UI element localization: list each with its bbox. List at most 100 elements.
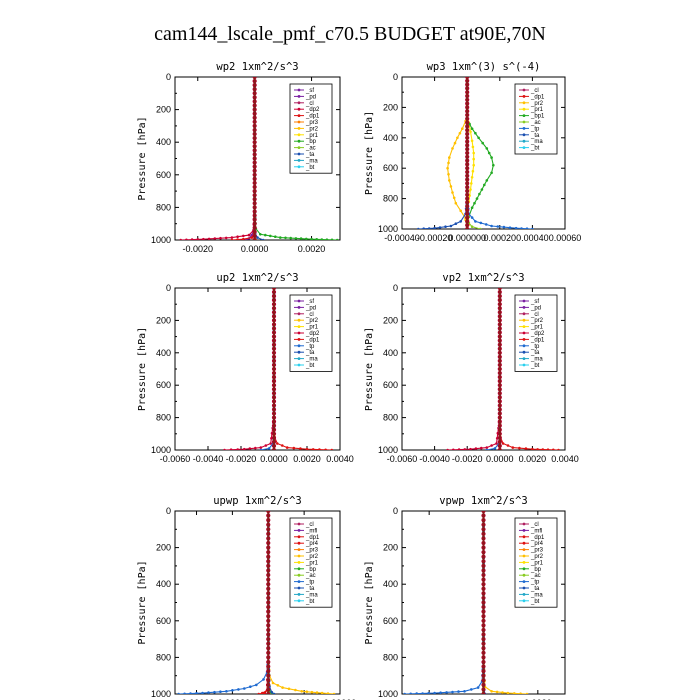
series-point-bp (294, 237, 298, 240)
series-point-dp2 (474, 447, 478, 450)
legend-label: _mfl (530, 528, 542, 534)
x-tick-label: 0.0000 (470, 698, 498, 700)
legend-label: _pd (305, 305, 316, 311)
series-point-dp2 (236, 448, 239, 450)
legend-marker-sf (297, 88, 301, 92)
series-point-pr1 (470, 182, 473, 185)
series-point-tp (237, 688, 240, 691)
series-point-dp2 (457, 448, 461, 450)
series-point-dp2 (259, 446, 263, 449)
series-point-bp1 (478, 192, 481, 196)
series-point-dp2 (190, 238, 194, 240)
x-tick-label: -0.00060 (179, 698, 215, 700)
series-point-tp (470, 216, 474, 219)
legend-marker-cl (297, 312, 301, 316)
legend-label: _cl (305, 522, 314, 528)
legend-label: _ta (530, 133, 540, 139)
y-tick-label: 800 (156, 202, 171, 212)
legend-marker-pr3 (297, 120, 301, 124)
legend-label: _pr1 (530, 107, 544, 113)
series-point-tp (409, 692, 412, 694)
series-point-bp (315, 238, 318, 240)
series-point-pr2 (294, 688, 297, 692)
series-point-dp1 (305, 447, 309, 450)
series-point-tp (514, 226, 518, 229)
legend-marker-bt (297, 599, 301, 603)
legend-marker-bp (297, 567, 301, 571)
series-point-pr2 (451, 191, 454, 194)
legend-marker-pr4 (522, 541, 526, 545)
legend-marker-pr2 (297, 554, 301, 558)
legend-label: _pd (305, 94, 316, 100)
series-point-tp (259, 448, 263, 450)
y-tick-label: 0 (393, 72, 398, 82)
series-point-tp (225, 690, 228, 693)
y-tick-label: 800 (383, 194, 398, 204)
series-point-tp (470, 688, 473, 691)
series-point-dp1 (236, 238, 239, 240)
y-tick-label: 800 (383, 652, 398, 662)
legend-label: _ma (305, 158, 318, 164)
y-tick-label: 600 (383, 380, 398, 390)
y-tick-label: 600 (156, 616, 171, 626)
y-axis-label: Pressure [hPa] (364, 327, 375, 411)
series-point-bp1 (492, 163, 495, 167)
legend-label: _dp2 (305, 107, 320, 113)
series-point-ta (272, 692, 276, 694)
legend-label: _ac (530, 573, 541, 579)
series-point-tp (201, 691, 204, 694)
series-point-pr2 (310, 690, 314, 694)
y-tick-label: 200 (156, 315, 171, 325)
legend-label: _tp (305, 580, 315, 586)
series-point-dp1 (330, 448, 334, 450)
series-point-dp1 (518, 446, 521, 450)
legend-marker-cl (297, 522, 301, 526)
legend-label: _dp1 (305, 337, 320, 343)
series-point-bp (310, 237, 313, 240)
x-tick-label: 0.0000 (241, 244, 269, 254)
series-point-pr1 (472, 163, 476, 167)
series-point-tp (427, 692, 430, 694)
legend-label: _ta (305, 350, 315, 356)
series-line-dp1 (231, 77, 256, 240)
series-point-pr1 (469, 188, 472, 191)
series-point-pr2 (271, 681, 275, 685)
series-point-dp2 (224, 236, 228, 240)
series-point-dp1 (299, 447, 302, 450)
legend-label: _ma (530, 592, 543, 598)
series-point-dp2 (229, 448, 233, 450)
series-point-tp (177, 692, 180, 694)
y-tick-label: 600 (156, 380, 171, 390)
legend-marker-cl (522, 522, 526, 526)
series-point-dp2 (207, 237, 211, 240)
series-point-dp2 (446, 448, 449, 450)
series-point-tp (243, 687, 246, 690)
series-point-pr2 (459, 209, 463, 213)
series-point-tp (463, 690, 466, 693)
legend-label: _bt (305, 363, 315, 369)
series-point-bp1 (481, 141, 485, 145)
legend-label: _dp1 (530, 337, 545, 343)
y-tick-label: 0 (166, 72, 171, 82)
series-point-dp2 (242, 234, 245, 238)
y-tick-label: 0 (393, 283, 398, 293)
series-point-dp2 (223, 448, 226, 450)
legend-marker-ta (522, 133, 526, 137)
series-point-dp1 (552, 448, 555, 450)
series-point-pr2 (513, 692, 516, 694)
legend-marker-mfl (297, 529, 301, 532)
series-point-tp (474, 220, 477, 223)
x-tick-label: -0.00040 (384, 233, 420, 243)
legend-label: _dp2 (305, 331, 320, 337)
series-point-pr2 (458, 131, 462, 135)
series-point-dp1 (285, 446, 289, 449)
legend-marker-tp (522, 344, 526, 348)
legend-marker-sf (522, 299, 526, 303)
panel-3: up2 1xm^2/s^3 Pressure [hPa] 0 200 400 600 800… (137, 272, 354, 464)
legend-label: _ta (530, 586, 540, 592)
series-point-bp1 (474, 131, 477, 135)
series-point-bp (269, 234, 272, 238)
legend-label: _dp1 (530, 94, 545, 100)
series-point-pr2 (449, 185, 453, 188)
legend-marker-pr1 (522, 561, 526, 564)
